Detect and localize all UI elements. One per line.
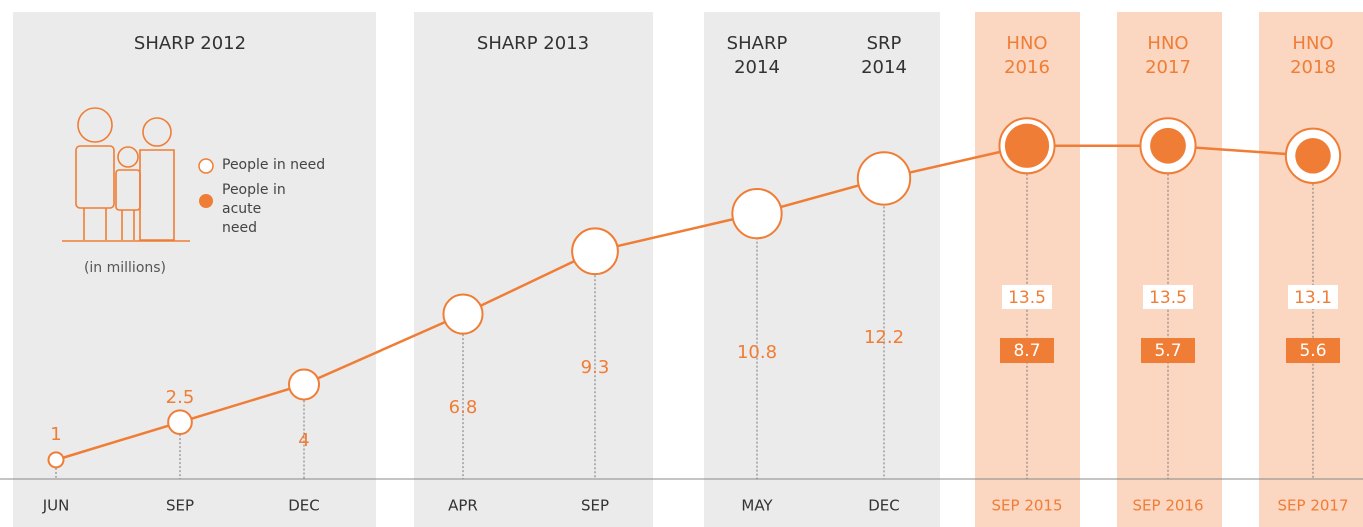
x-tick-label: SEP <box>166 497 194 515</box>
legend-label: People in acute need <box>222 181 292 238</box>
value-label: 4 <box>298 430 309 451</box>
x-tick-label: JUN <box>42 497 70 515</box>
x-tick-label: SEP 2017 <box>1278 497 1349 515</box>
legend-marker <box>199 194 213 208</box>
acute-point <box>1150 128 1186 164</box>
need-point <box>732 189 781 238</box>
period-header: HNO 2018 <box>1273 32 1353 80</box>
value-label: 13.1 <box>1294 288 1332 308</box>
note: (in millions) <box>84 260 166 276</box>
value-label: 13.5 <box>1008 288 1046 308</box>
period-header: HNO 2017 <box>1128 32 1208 80</box>
x-tick-label: DEC <box>868 497 900 515</box>
need-point <box>858 152 910 204</box>
value-label: 5.7 <box>1154 341 1181 361</box>
need-point <box>289 369 319 399</box>
need-point <box>49 452 64 467</box>
x-tick-label: SEP <box>581 497 609 515</box>
value-label: 5.6 <box>1299 341 1326 361</box>
period-header: SHARP 2014 <box>717 32 797 80</box>
panels <box>13 12 1363 527</box>
value-label: 13.5 <box>1149 288 1187 308</box>
need-point <box>168 410 192 434</box>
period-header: HNO 2016 <box>987 32 1067 80</box>
acute-point <box>1295 138 1330 173</box>
x-tick-label: SEP 2015 <box>992 497 1063 515</box>
period-header: SHARP 2013 <box>423 32 643 56</box>
value-label: 2.5 <box>166 387 195 408</box>
legend-label: People in need <box>222 156 332 175</box>
x-tick-label: DEC <box>288 497 320 515</box>
value-label: 1 <box>50 424 61 445</box>
infographic: (in millions) 1 2.5 4 6.8 9.3 10.8 12.2 13.5 13.… <box>0 0 1363 527</box>
period-header: SHARP 2012 <box>40 32 340 56</box>
x-tick-label: MAY <box>741 497 773 515</box>
acute-point <box>1005 124 1049 168</box>
need-point <box>572 228 618 274</box>
value-label: 9.3 <box>581 357 610 378</box>
x-tick-label: APR <box>448 497 478 515</box>
x-tick-label: SEP 2016 <box>1133 497 1204 515</box>
value-label: 8.7 <box>1013 341 1040 361</box>
legend-marker <box>199 159 213 173</box>
value-label: 6.8 <box>449 397 478 418</box>
value-label: 12.2 <box>864 327 904 348</box>
value-label: 10.8 <box>737 342 777 363</box>
legend: People in need People in acute need <box>222 156 332 238</box>
need-point <box>443 295 482 334</box>
period-header: SRP 2014 <box>844 32 924 80</box>
